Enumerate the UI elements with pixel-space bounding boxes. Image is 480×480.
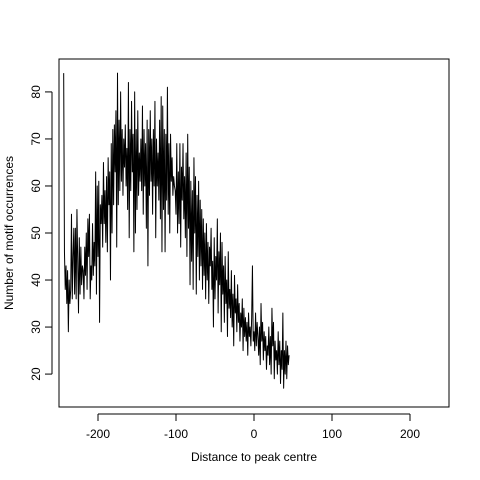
- x-tick-label: -100: [164, 427, 188, 441]
- x-tick-label: -200: [86, 427, 110, 441]
- y-tick-label: 80: [29, 85, 43, 99]
- y-tick-label: 20: [29, 367, 43, 381]
- series-line-0: [63, 72, 290, 389]
- x-axis-label: Distance to peak centre: [191, 450, 317, 464]
- y-axis: 20 30 40 50 60 70 80: [29, 85, 53, 381]
- x-tick-label: 0: [251, 427, 258, 441]
- x-tick-label: 100: [322, 427, 342, 441]
- y-tick-label: 70: [29, 132, 43, 146]
- series-layer: [63, 72, 290, 389]
- y-tick-label: 30: [29, 320, 43, 334]
- plot-border: [58, 58, 450, 408]
- x-axis: -200 -100 0 100 200: [86, 413, 420, 441]
- y-tick-label: 40: [29, 273, 43, 287]
- y-tick-label: 60: [29, 179, 43, 193]
- y-axis-label: Number of motif occurrences: [2, 156, 16, 310]
- y-tick-label: 50: [29, 226, 43, 240]
- x-tick-label: 200: [400, 427, 420, 441]
